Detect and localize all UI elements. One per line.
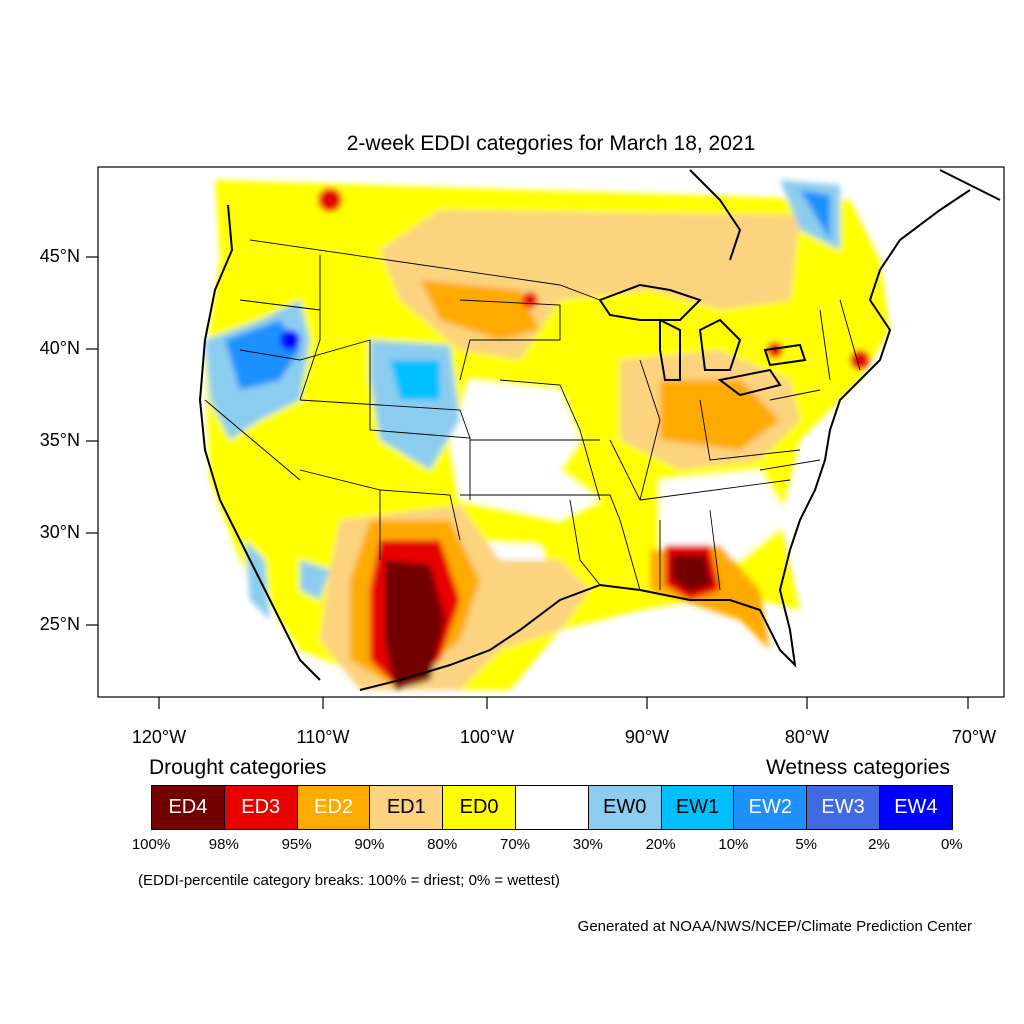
- percentile-label: 0%: [940, 836, 963, 853]
- percentile-label: 2%: [868, 836, 890, 853]
- legend-box-ed4: ED4: [151, 785, 225, 830]
- lat-label-45: 45°N: [39, 246, 80, 266]
- category-field: [205, 180, 890, 690]
- map-frame: [97, 166, 1005, 698]
- percentile-label: 80%: [427, 836, 458, 853]
- legend-box-ew3: EW3: [806, 785, 880, 830]
- map-title: 2-week EDDI categories for March 18, 202…: [346, 132, 756, 155]
- percentile-label: 70%: [499, 836, 531, 853]
- legend-box-ed0: ED0: [442, 785, 516, 830]
- lon-label-120w: 120°W: [131, 727, 187, 747]
- percentile-label: 100%: [131, 836, 171, 853]
- percentile-label: 98%: [208, 836, 239, 853]
- lon-label-70w: 70°W: [951, 727, 997, 747]
- category-note: (EDDI-percentile category breaks: 100% =…: [138, 872, 560, 889]
- percentile-label: 20%: [645, 836, 676, 853]
- percentile-label: 30%: [572, 836, 603, 853]
- lat-label-40: 40°N: [39, 338, 80, 358]
- percentile-label: 90%: [354, 836, 385, 853]
- drought-heading: Drought categories: [149, 756, 327, 779]
- wetness-heading: Wetness categories: [765, 756, 950, 779]
- legend-box-ed2: ED2: [296, 785, 371, 830]
- coastlines: [198, 169, 1001, 691]
- state-borders: [204, 239, 861, 591]
- percentile-label: 10%: [718, 836, 749, 853]
- lon-label-90w: 90°W: [624, 727, 670, 747]
- legend-box-ed3: ED3: [223, 785, 298, 830]
- axis-ticks: [86, 256, 969, 709]
- legend-box-normal: [515, 785, 589, 830]
- percentile-label: 95%: [281, 836, 312, 853]
- legend-box-ew0: EW0: [587, 785, 662, 830]
- percentile-label: 5%: [795, 836, 818, 853]
- lat-label-35: 35°N: [39, 430, 80, 450]
- credit-line: Generated at NOAA/NWS/NCEP/Climate Predi…: [577, 918, 972, 935]
- legend-box-ew1: EW1: [660, 785, 735, 830]
- lat-label-25: 25°N: [39, 614, 80, 634]
- lon-label-110w: 110°W: [296, 727, 350, 747]
- lon-label-80w: 80°W: [784, 727, 830, 747]
- lat-label-30: 30°N: [39, 522, 80, 542]
- lon-label-100w: 100°W: [459, 727, 515, 747]
- legend-box-ew2: EW2: [733, 785, 808, 830]
- legend-box-ew4: EW4: [879, 785, 953, 830]
- legend-box-ed1: ED1: [369, 785, 444, 830]
